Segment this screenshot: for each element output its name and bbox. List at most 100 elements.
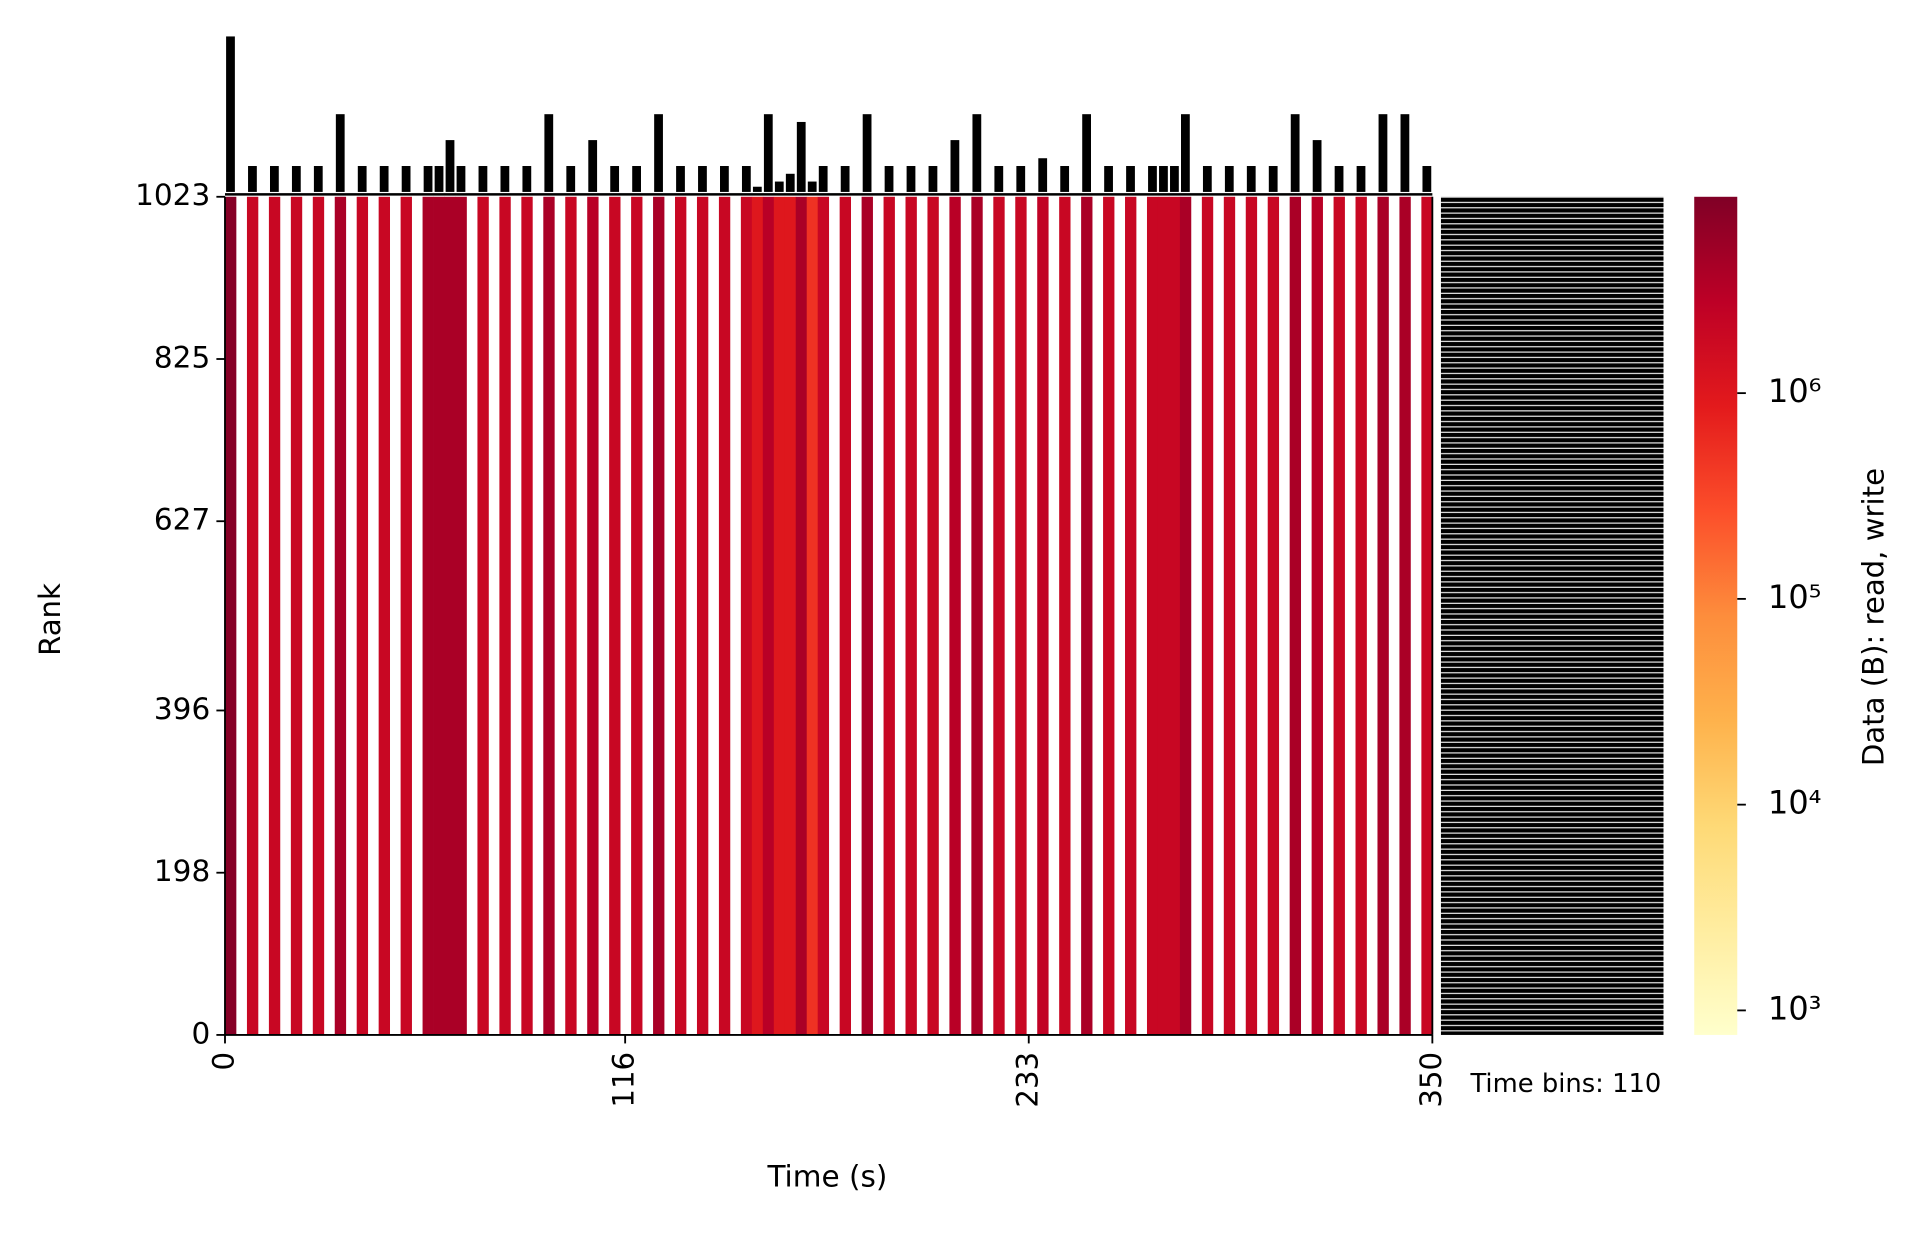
heat-cell [609,196,621,1035]
heat-cell [740,196,753,1035]
heat-cell [1037,196,1049,1035]
colorbar-tick-label: 10⁶ [1768,374,1821,410]
y-tick-label: 1023 [135,178,210,212]
heat-cell [927,196,939,1035]
activity-bar [1202,166,1212,192]
activity-bar [522,166,532,192]
activity-bar [1060,166,1070,192]
heat-cell [400,196,412,1035]
heat-cell [718,196,731,1035]
activity-bar [1312,140,1322,192]
heat-cell [224,196,237,1035]
colorbar [1694,196,1738,1035]
activity-bar [1104,166,1113,192]
activity-bar [226,36,235,192]
heat-cell [773,196,786,1035]
heat-cell [565,196,577,1035]
activity-bar [1159,166,1168,192]
heat-cell [653,196,665,1035]
heat-cell [1201,196,1214,1035]
activity-bar [676,166,685,192]
activity-bar [654,114,663,192]
y-tick-label: 0 [191,1017,210,1051]
y-axis-label: Rank [33,583,67,656]
activity-bar [752,186,762,192]
activity-bar [1170,166,1179,192]
heat-cell [1377,196,1389,1035]
activity-bar [796,121,806,192]
activity-bar [434,166,444,192]
heat-cell [587,196,599,1035]
x-tick-label: 233 [1010,1052,1044,1108]
heat-cell [290,196,303,1035]
heat-cell [1059,196,1071,1035]
heat-cell [433,196,445,1035]
heat-cell [444,196,456,1035]
heat-cell [751,196,764,1035]
activity-bar [544,114,554,192]
activity-bar [1246,166,1256,192]
heat-cell [455,196,467,1035]
activity-bar [313,166,323,192]
heat-cell [971,196,983,1035]
activity-bar [1378,114,1388,192]
heat-cell [1245,196,1258,1035]
rank-activity-panel [1440,196,1664,1035]
activity-bar [1268,166,1278,192]
activity-bar [478,166,488,192]
heat-cell [806,196,819,1035]
heat-cell [356,196,369,1035]
activity-bar [379,166,389,192]
activity-bar [720,166,729,192]
y-tick-label: 825 [154,341,210,375]
heat-cell [1289,196,1302,1035]
heat-cell [696,196,709,1035]
activity-bar [1224,166,1234,192]
x-tick-label: 116 [607,1052,641,1108]
activity-bar [774,181,784,192]
heat-cell [1103,196,1115,1035]
heat-cell [312,196,325,1035]
heat-cell [543,196,555,1035]
heat-cell [817,196,830,1035]
activity-bar [785,173,795,192]
heat-cell [1333,196,1345,1035]
annotation: Time bins: 110 [1469,1069,1661,1099]
heat-cell [1311,196,1323,1035]
y-tick-label: 198 [154,854,210,888]
activity-bar [818,166,828,192]
heat-cell [246,196,259,1035]
heat-cell [993,196,1005,1035]
activity-bar [1290,114,1300,192]
heat-cell [1355,196,1367,1035]
heat-cell [839,196,851,1035]
heat-cell [1146,196,1159,1035]
activity-bar [632,166,641,192]
activity-bar [588,140,598,192]
heat-cell [675,196,687,1035]
activity-bar [884,166,894,192]
activity-bar [269,166,279,192]
colorbar-tick-label: 10⁴ [1768,786,1821,822]
activity-bar [862,114,872,192]
activity-bar [445,140,455,192]
x-axis-label: Time (s) [766,1160,887,1194]
activity-bar [291,166,301,192]
activity-bar [741,166,751,192]
heat-cell [521,196,533,1035]
activity-bar [1082,114,1091,192]
heat-cell [268,196,281,1035]
activity-bar [357,166,367,192]
activity-bar [994,166,1004,192]
heat-cell [905,196,917,1035]
heat-cell [1267,196,1280,1035]
activity-bar [807,181,817,192]
activity-bar [401,166,411,192]
activity-bar [972,114,982,192]
heat-cell [1157,196,1170,1035]
activity-bar [1038,158,1048,192]
heat-cell [1179,196,1192,1035]
activity-bar [610,166,620,192]
